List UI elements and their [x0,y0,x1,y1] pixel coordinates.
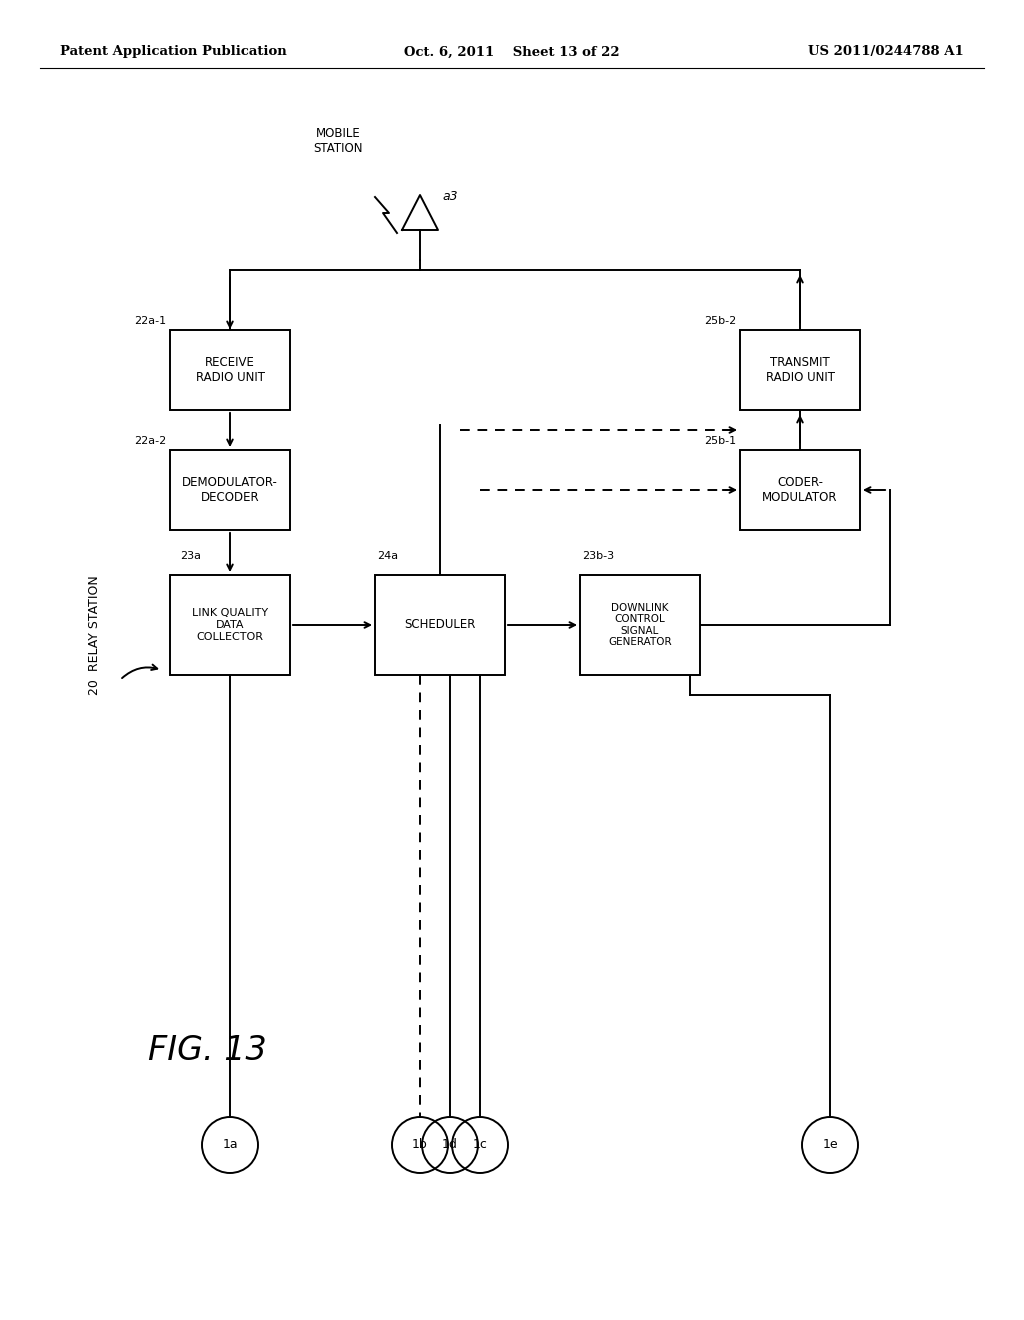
Text: CODER-
MODULATOR: CODER- MODULATOR [762,477,838,504]
Text: 25b-1: 25b-1 [703,436,736,446]
Bar [580,576,700,675]
Text: FIG. 13: FIG. 13 [148,1034,266,1067]
Text: 20  RELAY STATION: 20 RELAY STATION [88,576,101,694]
Text: US 2011/0244788 A1: US 2011/0244788 A1 [808,45,964,58]
Text: 1c: 1c [472,1138,487,1151]
Text: DOWNLINK
CONTROL
SIGNAL
GENERATOR: DOWNLINK CONTROL SIGNAL GENERATOR [608,603,672,647]
Text: 24a: 24a [377,550,398,561]
Text: 1e: 1e [822,1138,838,1151]
Text: DEMODULATOR-
DECODER: DEMODULATOR- DECODER [182,477,278,504]
Text: a3: a3 [442,190,458,203]
Text: MOBILE
STATION: MOBILE STATION [313,127,362,154]
Text: SCHEDULER: SCHEDULER [404,619,476,631]
Text: RECEIVE
RADIO UNIT: RECEIVE RADIO UNIT [196,356,264,384]
Text: 1a: 1a [222,1138,238,1151]
Text: Patent Application Publication: Patent Application Publication [60,45,287,58]
Bar [740,450,860,531]
Text: LINK QUALITY
DATA
COLLECTOR: LINK QUALITY DATA COLLECTOR [191,609,268,642]
Text: 1b: 1b [412,1138,428,1151]
Bar [170,330,290,411]
Text: 22a-2: 22a-2 [134,436,166,446]
Text: 23a: 23a [180,550,201,561]
Text: 22a-1: 22a-1 [134,315,166,326]
Text: 1d: 1d [442,1138,458,1151]
Bar [740,330,860,411]
Text: TRANSMIT
RADIO UNIT: TRANSMIT RADIO UNIT [766,356,835,384]
Text: 23b-3: 23b-3 [582,550,614,561]
Bar [375,576,505,675]
Text: Oct. 6, 2011    Sheet 13 of 22: Oct. 6, 2011 Sheet 13 of 22 [404,45,620,58]
Bar [170,576,290,675]
Bar [170,450,290,531]
Text: 25b-2: 25b-2 [703,315,736,326]
